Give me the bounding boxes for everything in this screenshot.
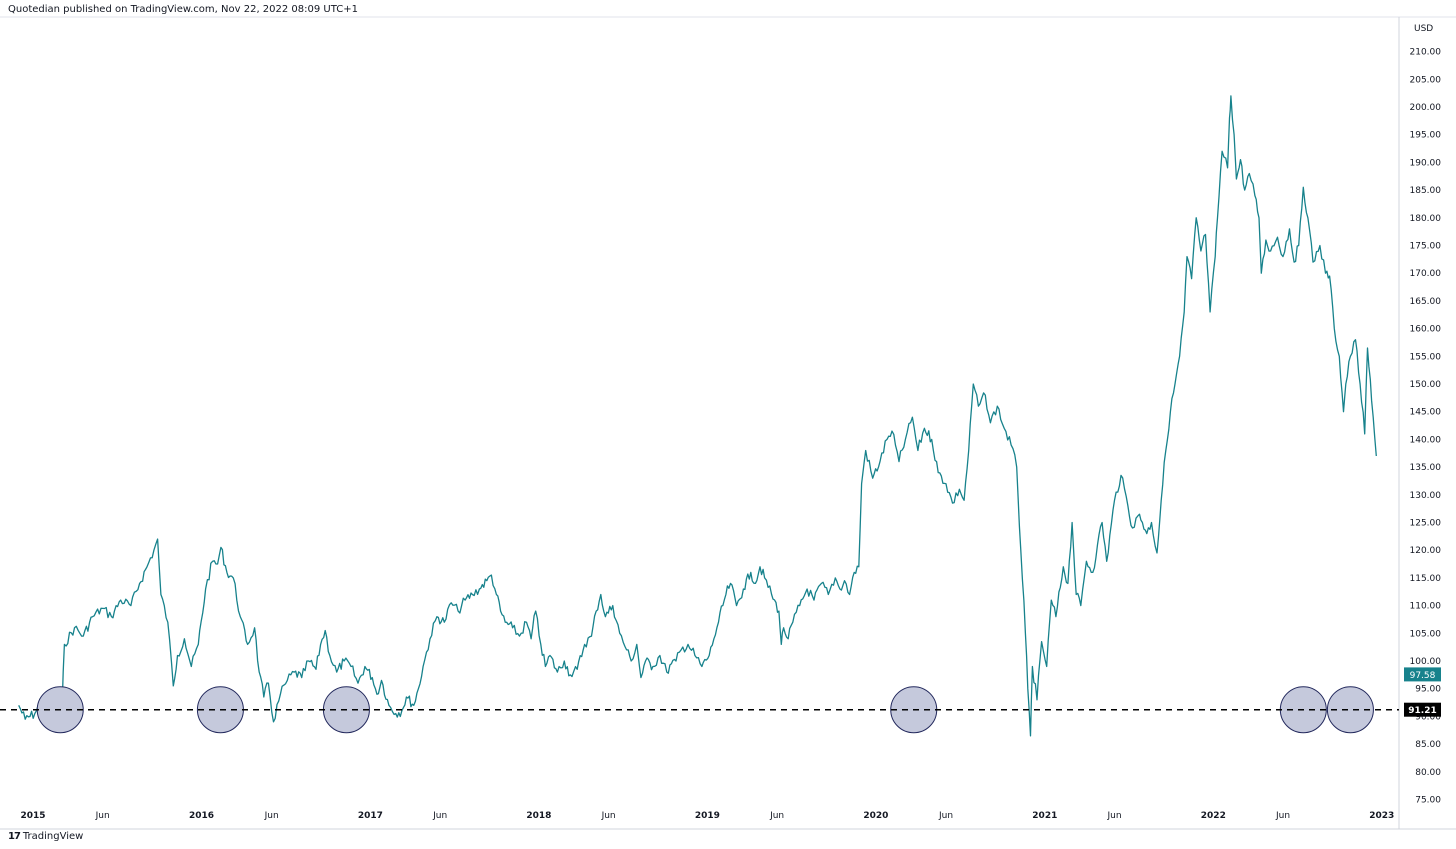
y-tick-label: 105.00 (1410, 629, 1442, 639)
y-tick-label: 165.00 (1410, 297, 1442, 307)
x-tick-label: 2023 (1369, 811, 1394, 821)
last-price-badge (1404, 667, 1441, 682)
y-tick-label: 140.00 (1410, 435, 1442, 445)
x-tick-label: 2021 (1032, 811, 1057, 821)
tradingview-logo-icon: 17 (8, 831, 21, 842)
publish-info: Quotedian published on TradingView.com, … (8, 4, 358, 15)
y-tick-label: 150.00 (1410, 380, 1442, 390)
y-tick-label: 185.00 (1410, 186, 1442, 196)
y-axis: USD 210.00 205.00 200.00 195.00 190.00 185.00 1… (1410, 24, 1442, 806)
y-tick-label: 95.00 (1415, 685, 1441, 695)
y-tick-label: 120.00 (1410, 546, 1442, 556)
x-tick-label: Jun (601, 811, 616, 821)
x-axis: 2015 Jun 2016 Jun 2017 Jun 2018 Jun 2019 Jun 2020 J… (20, 811, 1394, 821)
y-tick-label: 100.00 (1410, 657, 1442, 667)
y-tick-label: 160.00 (1410, 325, 1442, 335)
y-tick-label: 130.00 (1410, 491, 1442, 501)
label-layer: 97.58 91.21 (1404, 667, 1441, 717)
y-tick-label: 155.00 (1410, 352, 1442, 362)
support-price-label: 91.21 (1408, 706, 1436, 716)
x-tick-label: 2019 (695, 811, 720, 821)
y-tick-label: 75.00 (1415, 796, 1441, 806)
x-tick-label: 2016 (189, 811, 214, 821)
x-tick-label: Jun (432, 811, 447, 821)
x-tick-label: Jun (769, 811, 784, 821)
price-series-line (18, 95, 1377, 737)
y-tick-label: 190.00 (1410, 158, 1442, 168)
y-tick-label: 125.00 (1410, 519, 1442, 529)
x-tick-label: Jun (1107, 811, 1122, 821)
x-tick-label: 2018 (526, 811, 551, 821)
y-tick-label: 80.00 (1415, 768, 1441, 778)
x-tick-label: 2017 (358, 811, 383, 821)
support-price-badge (1404, 702, 1441, 717)
series-layer (18, 95, 1377, 737)
x-tick-label: 2022 (1201, 811, 1226, 821)
y-tick-label: 145.00 (1410, 408, 1442, 418)
footer-brand: TradingView (22, 831, 84, 842)
y-tick-label: 180.00 (1410, 214, 1442, 224)
footer: 17 TradingView (8, 831, 83, 842)
y-tick-label: 175.00 (1410, 242, 1442, 252)
last-price-label: 97.58 (1410, 671, 1436, 681)
x-tick-label: Jun (938, 811, 953, 821)
y-tick-label: 110.00 (1410, 602, 1442, 612)
x-tick-label: 2020 (863, 811, 888, 821)
x-tick-label: Jun (95, 811, 110, 821)
y-tick-label: 210.00 (1410, 48, 1442, 58)
y-tick-label: 195.00 (1410, 131, 1442, 141)
y-tick-label: 85.00 (1415, 740, 1441, 750)
y-tick-label: 170.00 (1410, 269, 1442, 279)
y-tick-label: 205.00 (1410, 75, 1442, 85)
x-tick-label: 2015 (20, 811, 45, 821)
x-tick-label: Jun (1275, 811, 1290, 821)
y-tick-label: 135.00 (1410, 463, 1442, 473)
overlay-layer (0, 686, 1399, 734)
y-tick-label: 115.00 (1410, 574, 1442, 584)
y-tick-label: 200.00 (1410, 103, 1442, 113)
y-unit-label: USD (1414, 24, 1433, 34)
y-tick-label: 90.00 (1415, 712, 1441, 722)
x-tick-label: Jun (264, 811, 279, 821)
support-highlight-circle (1326, 686, 1374, 734)
